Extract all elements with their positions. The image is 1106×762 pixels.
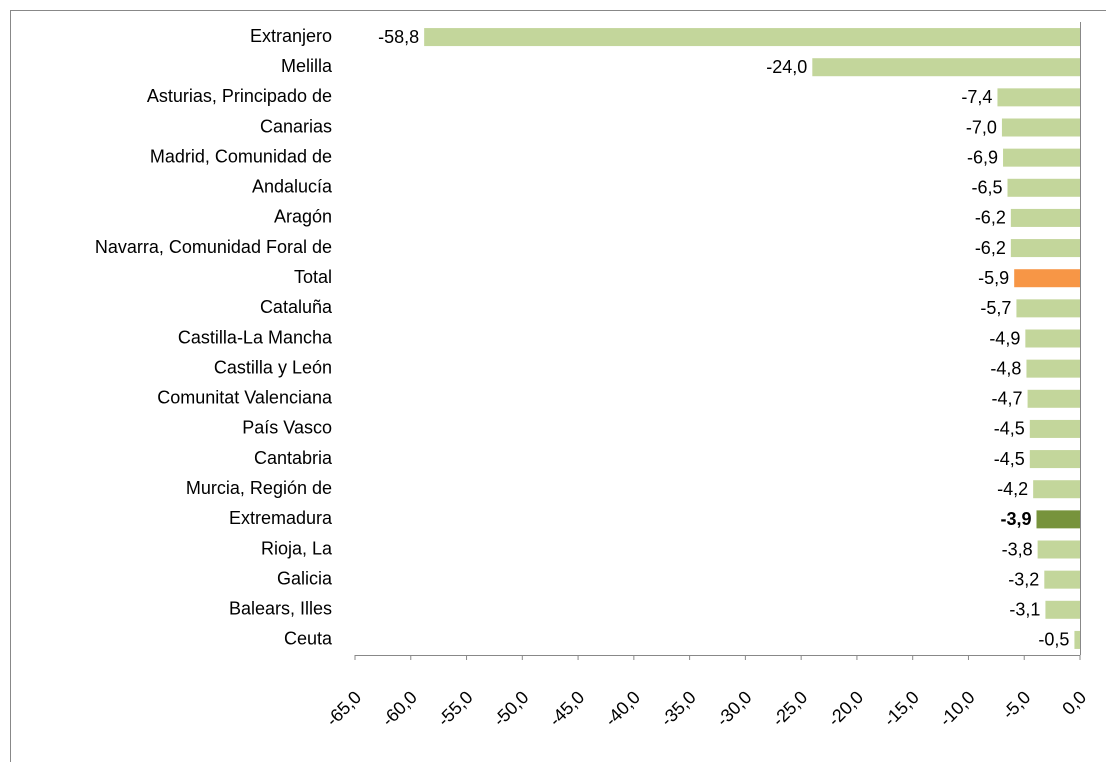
x-tick-label: -30,0: [712, 687, 755, 730]
y-tick-label: Cantabria: [254, 448, 333, 468]
value-label: -6,2: [975, 238, 1006, 258]
y-tick-label: Extremadura: [229, 508, 333, 528]
bar: [1027, 389, 1080, 408]
y-tick-label: Total: [294, 267, 332, 287]
value-label: -7,0: [966, 117, 997, 137]
y-tick-label: Andalucía: [252, 177, 333, 197]
bar: [1025, 329, 1080, 348]
value-label: -4,5: [994, 449, 1025, 469]
x-tick-label: -45,0: [545, 687, 588, 730]
value-label: -4,2: [997, 479, 1028, 499]
bar: [1014, 269, 1080, 288]
y-tick-label: Comunitat Valenciana: [157, 388, 333, 408]
value-label: -4,7: [992, 389, 1023, 409]
x-tick-label: 0,0: [1058, 687, 1090, 719]
x-tick-label: -25,0: [768, 687, 811, 730]
value-label: -3,8: [1002, 539, 1033, 559]
value-label: -5,9: [978, 268, 1009, 288]
value-label: -3,1: [1009, 600, 1040, 620]
bar: [1037, 540, 1080, 559]
bar: [812, 58, 1080, 77]
y-tick-label: Madrid, Comunidad de: [150, 146, 332, 166]
bar: [1026, 359, 1080, 378]
value-label: -6,2: [975, 208, 1006, 228]
y-tick-label: Asturias, Principado de: [147, 86, 332, 106]
y-tick-label: Melilla: [281, 56, 333, 76]
bar: [997, 88, 1080, 107]
y-tick-label: Rioja, La: [261, 538, 333, 558]
y-tick-label: Extranjero: [250, 26, 332, 46]
x-tick-label: -20,0: [824, 687, 867, 730]
value-label: -3,2: [1008, 569, 1039, 589]
bar: [1044, 570, 1080, 589]
value-label: -58,8: [378, 27, 419, 47]
bar: [1029, 450, 1080, 469]
y-tick-label: Canarias: [260, 116, 332, 136]
y-tick-label: Ceuta: [284, 629, 333, 649]
y-tick-label: Castilla y León: [214, 357, 332, 377]
bar: [1036, 510, 1080, 529]
y-tick-label: Balears, Illes: [229, 599, 332, 619]
bar: [1016, 299, 1080, 318]
bar: [1003, 148, 1080, 167]
value-label: -7,4: [961, 87, 992, 107]
x-tick-label: -35,0: [657, 687, 700, 730]
bar: [1007, 178, 1080, 197]
value-label: -6,9: [967, 147, 998, 167]
x-tick-label: -10,0: [935, 687, 978, 730]
bar: [1010, 208, 1080, 227]
x-tick-label: -50,0: [489, 687, 532, 730]
x-tick-label: -5,0: [998, 687, 1034, 723]
value-label: -4,9: [989, 328, 1020, 348]
y-tick-label: Aragón: [274, 207, 332, 227]
value-label: -0,5: [1038, 630, 1069, 650]
value-label: -5,7: [980, 298, 1011, 318]
y-tick-label: Castilla-La Mancha: [178, 327, 333, 347]
bar: [1029, 419, 1080, 438]
value-label: -4,5: [994, 419, 1025, 439]
value-label: -3,9: [1000, 509, 1031, 529]
y-tick-label: País Vasco: [242, 418, 332, 438]
bar: [1045, 600, 1080, 619]
bar: [424, 28, 1081, 47]
chart-frame: [10, 10, 1106, 762]
bar: [1010, 239, 1080, 258]
y-tick-label: Cataluña: [260, 297, 333, 317]
value-label: -4,8: [990, 358, 1021, 378]
y-tick-label: Murcia, Región de: [186, 478, 332, 498]
x-tick-label: -15,0: [880, 687, 923, 730]
x-tick-label: -65,0: [322, 687, 365, 730]
x-tick-label: -40,0: [601, 687, 644, 730]
value-label: -24,0: [766, 57, 807, 77]
value-label: -6,5: [971, 178, 1002, 198]
x-tick-label: -60,0: [378, 687, 421, 730]
x-tick-label: -55,0: [434, 687, 477, 730]
bar: [1001, 118, 1080, 137]
y-tick-label: Navarra, Comunidad Foral de: [95, 237, 332, 257]
bar: [1074, 630, 1080, 649]
y-tick-label: Galicia: [277, 568, 333, 588]
bar: [1033, 480, 1080, 499]
